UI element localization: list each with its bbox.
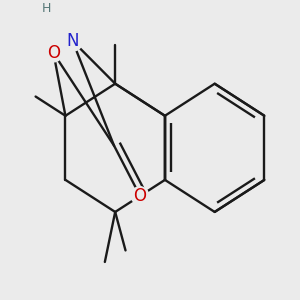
Text: H: H — [42, 2, 51, 15]
Circle shape — [62, 31, 83, 51]
Circle shape — [45, 44, 62, 62]
Circle shape — [131, 187, 149, 204]
Text: O: O — [134, 187, 146, 205]
Text: O: O — [47, 44, 60, 62]
Text: N: N — [66, 32, 79, 50]
